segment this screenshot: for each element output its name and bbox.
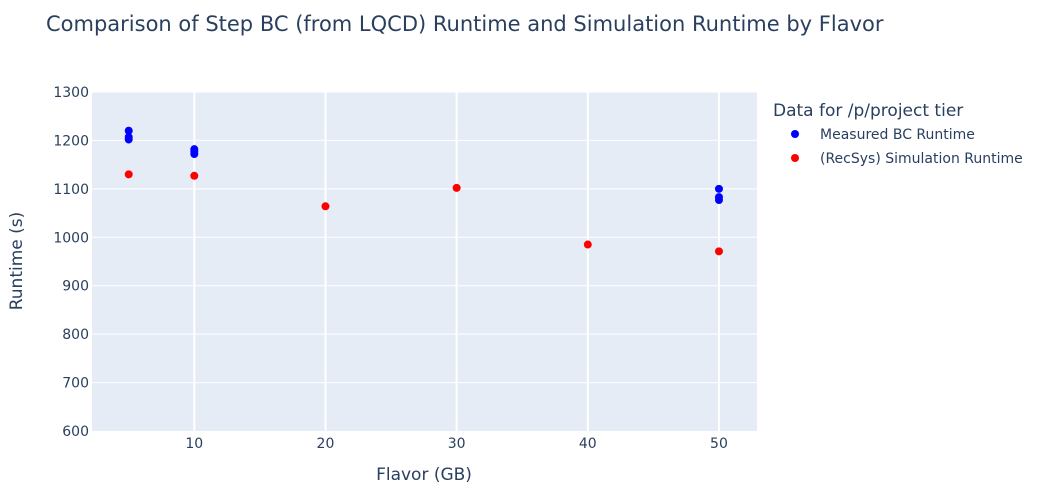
legend-label: (RecSys) Simulation Runtime [820,151,1023,167]
y-tick-label: 1200 [53,133,89,149]
y-tick-label: 1300 [53,85,89,101]
chart-title: Comparison of Step BC (from LQCD) Runtim… [46,12,884,36]
series-group [124,126,723,204]
x-axis-title: Flavor (GB) [376,465,472,485]
plot-area [92,92,757,431]
data-point[interactable] [190,149,199,158]
axis-ticks: 600 700 800 900 1000 1100 1200 1300 10 20 30 40 50 [53,85,728,452]
x-tick-label: 10 [185,436,203,452]
legend-item[interactable]: Measured BC Runtime [791,127,975,143]
y-tick-label: 700 [62,376,89,392]
data-point[interactable] [714,247,723,256]
legend-title: Data for /p/project tier [773,101,963,121]
data-points [124,126,723,256]
legend-marker [791,154,799,162]
grid-lines [92,91,757,431]
y-axis-title: Runtime (s) [7,212,27,311]
data-point[interactable] [583,240,592,249]
y-tick-label: 1000 [53,230,89,246]
data-point[interactable] [124,135,133,144]
legend-marker [791,130,799,138]
data-point[interactable] [452,183,461,192]
y-tick-label: 1100 [53,182,89,198]
data-point[interactable] [124,126,133,135]
x-tick-label: 20 [317,436,335,452]
data-point[interactable] [714,195,723,204]
y-tick-label: 800 [62,327,89,343]
legend-item[interactable]: (RecSys) Simulation Runtime [791,151,1023,167]
data-point[interactable] [714,184,723,193]
y-tick-label: 600 [62,424,89,440]
x-tick-label: 30 [448,436,466,452]
data-point[interactable] [190,171,199,180]
x-tick-label: 50 [710,436,728,452]
legend-label: Measured BC Runtime [820,127,975,143]
data-point[interactable] [124,170,133,179]
x-tick-label: 40 [579,436,597,452]
data-point[interactable] [321,202,330,211]
legend[interactable]: Data for /p/project tier Measured BC Run… [773,101,1023,167]
y-tick-label: 900 [62,279,89,295]
legend-items: Measured BC Runtime (RecSys) Simulation R… [791,127,1023,167]
series-group [124,170,723,256]
